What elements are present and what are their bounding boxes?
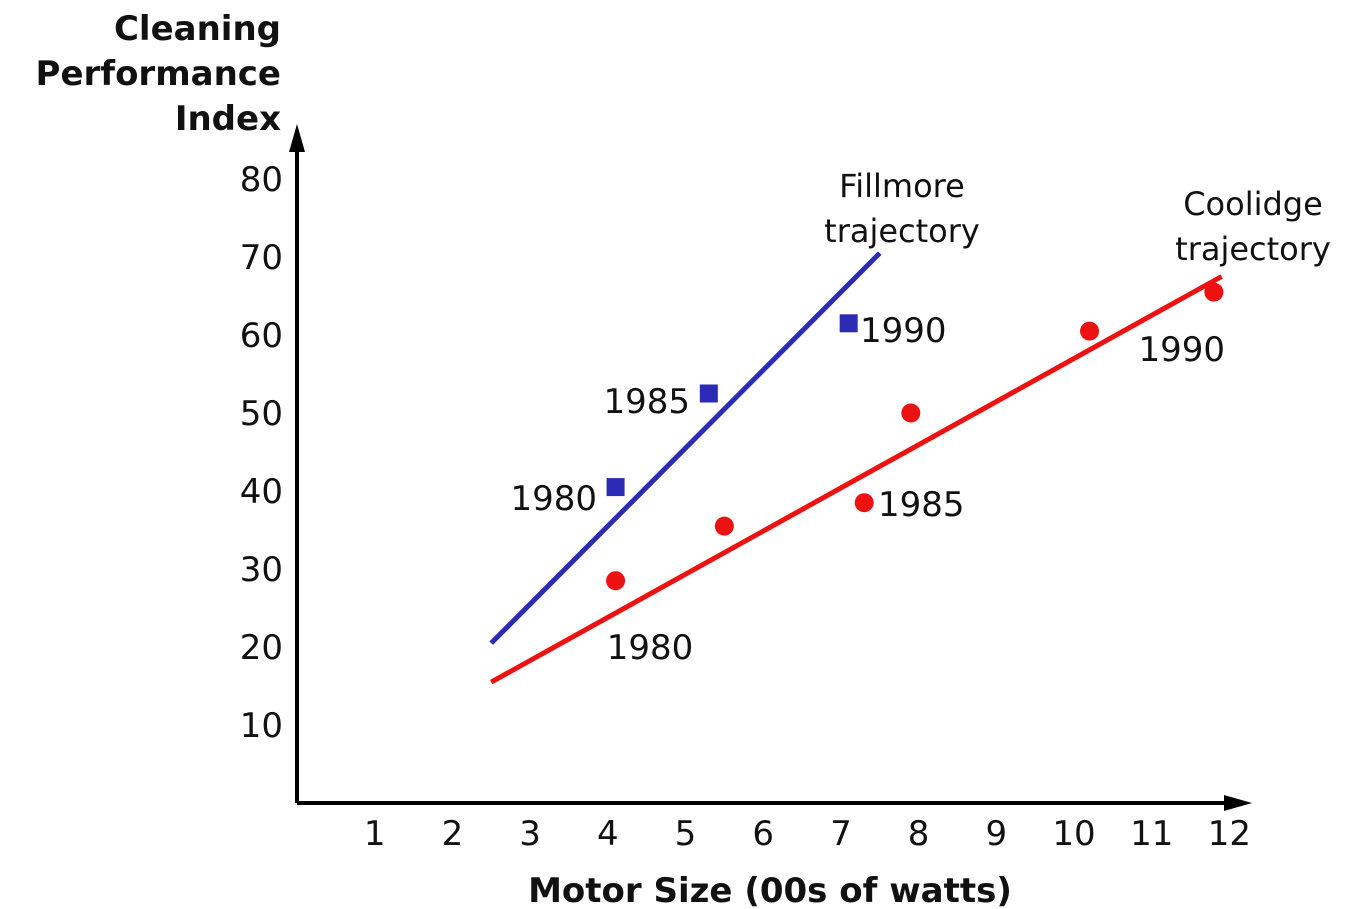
y-tick-label: 10 xyxy=(240,706,283,746)
fillmore-trajectory-label: trajectory xyxy=(824,212,980,250)
x-tick-label: 3 xyxy=(519,814,541,854)
fillmore-year-label: 1990 xyxy=(860,311,947,351)
x-tick-label: 4 xyxy=(597,814,619,854)
x-tick-label: 8 xyxy=(908,814,930,854)
coolidge-data-point xyxy=(714,516,734,536)
fillmore-trajectory-label: Fillmore xyxy=(839,167,965,205)
x-tick-label: 7 xyxy=(830,814,852,854)
x-tick-label: 11 xyxy=(1130,814,1173,854)
y-tick-label: 20 xyxy=(240,628,283,668)
x-tick-label: 1 xyxy=(364,814,386,854)
coolidge-data-point xyxy=(1204,282,1224,302)
fillmore-year-label: 1980 xyxy=(510,479,597,519)
coolidge-trajectory-line xyxy=(490,274,1223,685)
coolidge-data-point xyxy=(901,403,921,423)
y-axis-title-line: Cleaning xyxy=(114,9,281,49)
x-axis-arrow xyxy=(1224,795,1252,811)
x-tick-label: 12 xyxy=(1208,814,1251,854)
x-tick-label: 5 xyxy=(675,814,697,854)
y-tick-label: 80 xyxy=(240,160,283,200)
fillmore-data-point xyxy=(839,314,858,333)
x-tick-label: 2 xyxy=(442,814,464,854)
fillmore-year-label: 1985 xyxy=(603,382,690,422)
fillmore-data-point xyxy=(699,384,718,403)
x-axis-title: Motor Size (00s of watts) xyxy=(528,871,1012,909)
coolidge-year-label: 1980 xyxy=(607,628,694,668)
coolidge-trajectory-label: trajectory xyxy=(1175,230,1331,268)
coolidge-trajectory-label: Coolidge xyxy=(1183,185,1323,223)
y-axis-title-line: Performance xyxy=(36,54,281,94)
coolidge-data-point xyxy=(606,571,626,591)
coolidge-data-point xyxy=(854,493,874,513)
x-tick-label: 10 xyxy=(1052,814,1095,854)
y-tick-label: 30 xyxy=(240,550,283,590)
y-axis-title-line: Index xyxy=(175,99,281,139)
x-tick-label: 6 xyxy=(752,814,774,854)
coolidge-year-label: 1990 xyxy=(1138,330,1225,370)
y-tick-label: 50 xyxy=(240,394,283,434)
x-tick-label: 9 xyxy=(985,814,1007,854)
y-tick-label: 40 xyxy=(240,472,283,512)
y-tick-label: 60 xyxy=(240,316,283,356)
coolidge-data-point xyxy=(1080,321,1100,341)
y-tick-label: 70 xyxy=(240,238,283,278)
fillmore-trajectory-line xyxy=(489,251,882,645)
fillmore-data-point xyxy=(606,478,625,497)
coolidge-year-label: 1985 xyxy=(878,485,965,525)
y-axis-arrow xyxy=(289,124,305,152)
